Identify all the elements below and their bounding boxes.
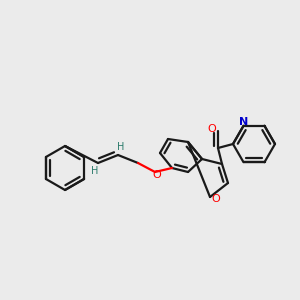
Text: O: O — [153, 170, 161, 180]
Text: N: N — [239, 117, 248, 127]
Text: H: H — [117, 142, 125, 152]
Text: O: O — [208, 124, 216, 134]
Text: H: H — [91, 166, 99, 176]
Text: O: O — [212, 194, 220, 204]
